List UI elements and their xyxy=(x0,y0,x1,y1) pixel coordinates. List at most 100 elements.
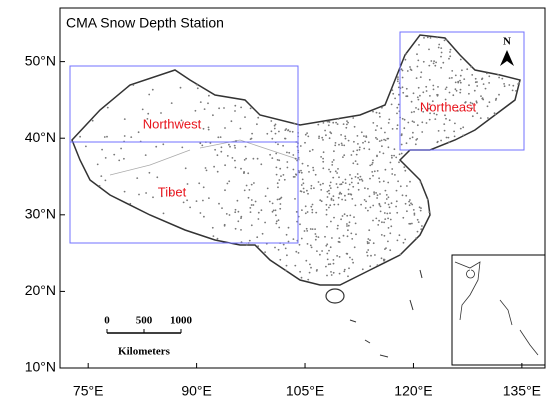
station-dot xyxy=(433,60,435,63)
station-dot xyxy=(372,159,374,162)
station-dot xyxy=(98,185,101,187)
station-dot xyxy=(448,57,450,60)
station-dot xyxy=(309,263,311,266)
station-dot xyxy=(348,221,351,224)
station-dot xyxy=(332,121,335,124)
station-dot xyxy=(141,108,144,111)
station-dot xyxy=(367,238,370,240)
station-dot xyxy=(225,213,228,215)
station-dot xyxy=(203,215,205,218)
station-dot xyxy=(401,69,404,72)
station-dot xyxy=(216,154,219,157)
station-dot xyxy=(311,203,314,206)
station-dot xyxy=(429,112,431,115)
station-dot xyxy=(396,80,399,83)
station-dot xyxy=(471,115,474,118)
station-dot xyxy=(346,123,348,126)
station-dot xyxy=(211,226,214,229)
station-dot xyxy=(252,157,255,160)
station-dot xyxy=(306,243,309,245)
station-dot xyxy=(277,219,280,222)
station-dot xyxy=(498,76,500,79)
station-dot xyxy=(308,171,310,173)
station-dot xyxy=(401,76,404,79)
station-dot xyxy=(348,183,351,186)
station-dot xyxy=(234,208,237,211)
station-dot xyxy=(381,145,383,148)
station-dot xyxy=(162,212,165,215)
station-dot xyxy=(234,227,237,230)
station-dot xyxy=(299,223,301,226)
station-dot xyxy=(486,72,488,75)
station-dot xyxy=(375,136,377,139)
station-dot xyxy=(243,189,246,192)
station-dot xyxy=(342,156,344,159)
station-dot xyxy=(314,233,317,235)
x-tick-label: 90°E xyxy=(181,383,212,399)
station-dot xyxy=(347,193,350,196)
station-dot xyxy=(322,139,324,141)
station-dot xyxy=(448,91,451,94)
station-dot xyxy=(333,203,336,206)
station-dot xyxy=(123,135,126,137)
station-dot xyxy=(383,138,385,141)
station-dot xyxy=(208,94,210,97)
inset-coastline xyxy=(454,261,539,356)
station-dot xyxy=(257,211,260,214)
station-dot xyxy=(341,215,344,217)
station-dot xyxy=(329,131,332,134)
station-dot xyxy=(307,164,309,167)
station-dot xyxy=(372,204,375,207)
station-dot xyxy=(240,215,243,218)
station-dot xyxy=(224,189,226,192)
station-dot xyxy=(309,244,312,247)
station-dot xyxy=(488,101,491,104)
station-dot xyxy=(422,110,425,113)
station-dot xyxy=(317,123,320,126)
station-dot xyxy=(395,200,398,203)
station-dot xyxy=(340,134,342,136)
station-dot xyxy=(418,44,420,46)
station-dot xyxy=(356,149,359,152)
station-dot xyxy=(387,137,390,140)
station-dot xyxy=(428,48,430,51)
scale-bar: 0 500 1000 Kilometers xyxy=(104,315,192,358)
station-dot xyxy=(412,209,415,211)
station-dot xyxy=(305,227,308,230)
station-dot xyxy=(249,211,252,214)
station-dot xyxy=(413,212,416,215)
station-dot xyxy=(282,174,285,176)
station-dot xyxy=(426,198,429,201)
station-dot xyxy=(340,183,343,186)
station-dot xyxy=(417,59,420,62)
station-dot xyxy=(240,106,243,109)
station-dot xyxy=(304,212,307,215)
station-dot xyxy=(103,136,106,138)
station-dot xyxy=(471,107,473,109)
station-dot xyxy=(440,66,442,69)
station-dot xyxy=(488,75,491,78)
station-dot xyxy=(330,274,333,276)
station-dot xyxy=(326,225,328,228)
station-dot xyxy=(328,168,330,171)
hainan-island xyxy=(325,288,345,304)
station-dot xyxy=(322,160,325,163)
station-dot xyxy=(387,122,390,124)
station-dot xyxy=(344,135,347,138)
station-dot xyxy=(455,89,458,92)
station-dot xyxy=(314,228,316,231)
station-dot xyxy=(346,223,348,225)
station-dot xyxy=(462,126,465,129)
scale-label: 1000 xyxy=(170,315,193,327)
station-dot xyxy=(417,221,420,224)
station-dot xyxy=(106,106,109,109)
station-dot xyxy=(376,197,378,199)
station-dot xyxy=(298,171,301,174)
station-dot xyxy=(457,110,459,112)
station-dot xyxy=(322,122,325,124)
station-dot xyxy=(217,136,220,139)
station-dot xyxy=(278,159,281,162)
station-dot xyxy=(417,86,420,89)
station-dot xyxy=(96,163,99,166)
station-dot xyxy=(379,193,381,195)
